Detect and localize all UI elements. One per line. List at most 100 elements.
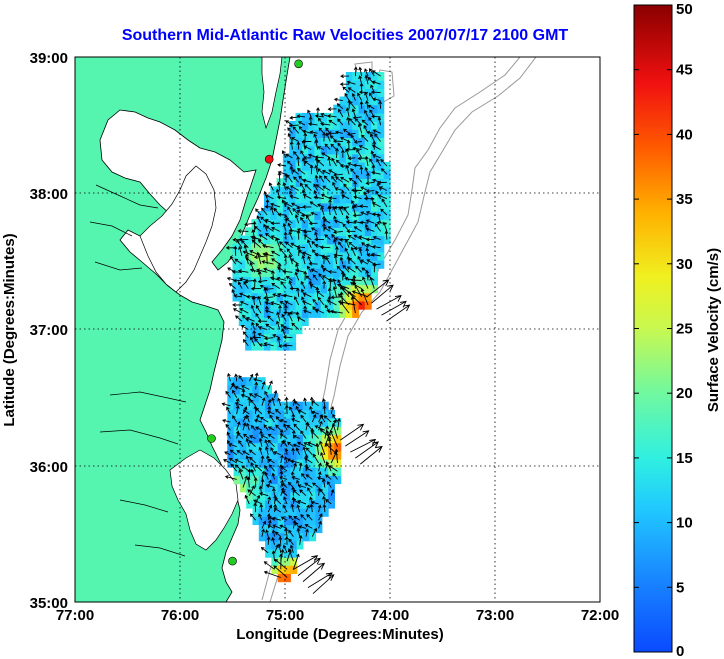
- velocity-cell: [301, 112, 309, 122]
- velocity-arrow: [346, 80, 356, 85]
- velocity-cell: [358, 276, 366, 286]
- velocity-arrow: [307, 441, 319, 448]
- velocity-arrow: [336, 265, 344, 273]
- velocity-cell: [270, 194, 278, 204]
- velocity-arrow: [258, 234, 268, 240]
- velocity-cell: [264, 292, 271, 302]
- velocity-cell: [345, 276, 353, 286]
- velocity-cell: [301, 284, 309, 294]
- velocity-cell: [289, 137, 297, 147]
- velocity-cell: [358, 104, 366, 114]
- velocity-arrow: [255, 208, 262, 216]
- velocity-cell: [345, 121, 353, 130]
- velocity-arrow: [260, 546, 269, 554]
- velocity-arrow: [279, 418, 288, 423]
- velocity-cell: [377, 72, 385, 81]
- velocity-arrow: [232, 303, 243, 307]
- velocity-arrow: [255, 304, 262, 314]
- velocity-cell: [333, 121, 341, 130]
- velocity-arrow: [265, 323, 274, 330]
- velocity-cell: [258, 458, 266, 468]
- velocity-cell: [321, 401, 329, 411]
- velocity-cell: [271, 393, 279, 403]
- velocity-arrow: [322, 405, 327, 415]
- velocity-cell: [358, 186, 366, 196]
- velocity-arrow: [380, 158, 388, 167]
- velocity-cell: [265, 442, 272, 452]
- velocity-cell: [252, 450, 260, 460]
- velocity-arrow: [287, 133, 293, 142]
- velocity-cell: [296, 475, 304, 485]
- velocity-arrow: [281, 313, 287, 322]
- velocity-cell: [251, 251, 259, 261]
- colorbar-tick-label: 45: [676, 62, 693, 79]
- velocity-arrow: [263, 570, 281, 578]
- velocity-cell: [265, 516, 272, 525]
- velocity-arrow: [267, 496, 272, 504]
- velocity-arrow: [283, 423, 288, 431]
- velocity-arrow: [248, 449, 256, 456]
- velocity-arrow: [369, 158, 375, 167]
- velocity-arrow: [350, 438, 377, 453]
- velocity-arrow: [237, 281, 243, 289]
- velocity-arrow: [327, 226, 337, 232]
- velocity-cell: [270, 260, 278, 269]
- velocity-arrow: [340, 136, 350, 142]
- velocity-cell: [352, 284, 360, 294]
- velocity-cell: [377, 243, 385, 253]
- velocity-arrow: [321, 169, 331, 175]
- colorbar-scale: [633, 4, 673, 653]
- velocity-cell: [302, 499, 310, 509]
- velocity-cell: [320, 121, 328, 130]
- velocity-arrow: [286, 160, 293, 167]
- velocity-arrow: [355, 265, 363, 273]
- velocity-arrow: [277, 397, 282, 406]
- velocity-cell: [352, 235, 360, 245]
- velocity-arrow: [226, 431, 231, 439]
- velocity-cell: [383, 194, 391, 204]
- velocity-cell: [289, 300, 297, 310]
- velocity-cell: [246, 450, 254, 460]
- velocity-arrow: [293, 516, 300, 521]
- velocity-cell: [282, 300, 290, 310]
- velocity-arrow: [259, 284, 268, 290]
- velocity-arrow: [371, 114, 381, 119]
- velocity-arrow: [287, 127, 293, 134]
- velocity-arrow: [234, 258, 243, 265]
- velocity-arrow: [273, 507, 282, 513]
- velocity-cell: [371, 104, 378, 114]
- velocity-cell: [339, 194, 347, 204]
- velocity-arrow: [288, 190, 293, 199]
- velocity-cell: [358, 129, 366, 138]
- velocity-arrow: [225, 245, 236, 250]
- velocity-arrow: [339, 237, 350, 242]
- velocity-arrow: [285, 276, 293, 281]
- velocity-arrow: [282, 544, 288, 554]
- velocity-cell: [296, 434, 304, 444]
- velocity-arrow: [228, 457, 237, 464]
- velocity-cell: [377, 96, 385, 106]
- velocity-cell: [271, 442, 279, 452]
- velocity-arrow: [361, 242, 369, 249]
- velocity-arrow: [319, 245, 331, 250]
- velocity-cell: [239, 442, 247, 452]
- velocity-cell: [296, 418, 304, 427]
- velocity-cell: [308, 211, 315, 220]
- velocity-cell: [290, 508, 298, 517]
- velocity-arrow: [287, 206, 293, 216]
- velocity-arrow: [329, 429, 338, 447]
- velocity-cell: [315, 508, 323, 517]
- velocity-arrow: [335, 147, 339, 158]
- velocity-arrow: [225, 390, 231, 398]
- x-axis: 77:00 76:00 75:00 74:00 73:00 72:00 Long…: [56, 607, 619, 643]
- velocity-cell: [252, 426, 260, 435]
- velocity-cell: [321, 434, 329, 444]
- velocity-arrow: [382, 221, 388, 232]
- velocity-cell: [265, 426, 272, 435]
- velocity-arrow: [293, 151, 300, 159]
- velocity-cell: [227, 426, 235, 435]
- velocity-arrow: [326, 299, 337, 306]
- velocity-cell: [352, 72, 360, 81]
- velocity-cell: [321, 426, 329, 435]
